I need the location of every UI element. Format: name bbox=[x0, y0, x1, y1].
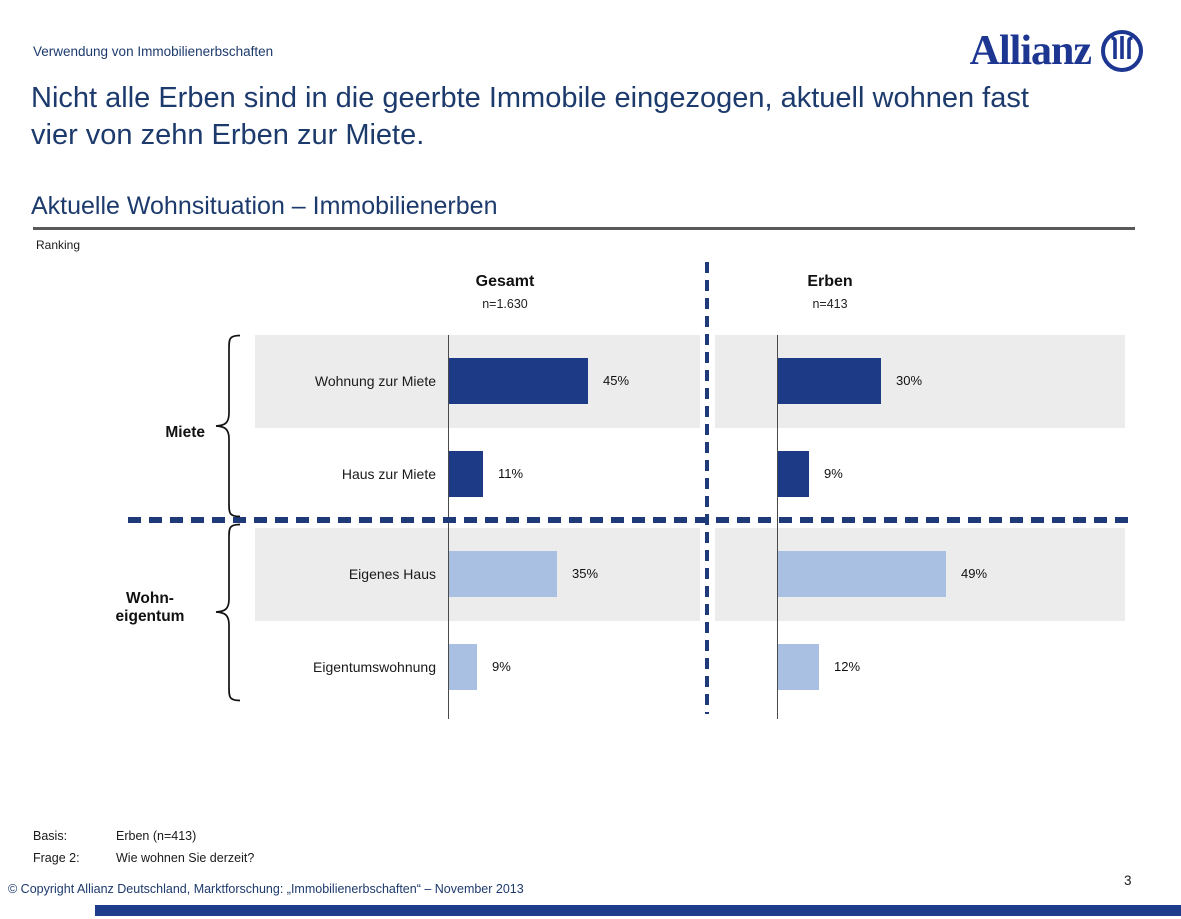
bar-value-label: 30% bbox=[896, 373, 923, 388]
copyright-line: © Copyright Allianz Deutschland, Marktfo… bbox=[8, 882, 524, 896]
allianz-logo: Allianz bbox=[970, 28, 1145, 74]
column-header-gesamt: Gesamt bbox=[475, 273, 535, 290]
bar-value-label: 45% bbox=[603, 373, 630, 388]
column-n-gesamt: n=1.630 bbox=[482, 297, 528, 311]
bar-gesamt-haus-zur-miete bbox=[449, 451, 483, 497]
axis-line-erben bbox=[777, 335, 778, 719]
bracket-wohneigentum-brace bbox=[215, 523, 241, 702]
bar-value-label: 9% bbox=[824, 466, 843, 481]
headline: Nicht alle Erben sind in die geerbte Imm… bbox=[31, 82, 1029, 151]
category-label: Eigentumswohnung bbox=[313, 659, 436, 675]
bar-value-label: 9% bbox=[492, 659, 511, 674]
bar-value-label: 49% bbox=[961, 566, 988, 581]
ranking-label: Ranking bbox=[36, 238, 81, 252]
bar-gesamt-eigentumswohnung bbox=[449, 644, 477, 690]
bar-erben-haus-zur-miete bbox=[778, 451, 809, 497]
section-title: Aktuelle Wohnsituation – Immobilienerben bbox=[31, 192, 498, 220]
bracket-label-wohneigentum-line1: Wohn- bbox=[126, 590, 174, 607]
frage-label: Frage 2: bbox=[33, 851, 80, 865]
eyebrow-text: Verwendung von Immobilienerbschaften bbox=[33, 44, 274, 59]
frage-text: Wie wohnen Sie derzeit? bbox=[116, 851, 255, 865]
basis-text: Erben (n=413) bbox=[116, 829, 197, 843]
vertical-dashed-divider bbox=[705, 262, 709, 714]
allianz-eagle-emblem-icon bbox=[1101, 30, 1143, 72]
allianz-logo-wordmark: Allianz bbox=[969, 28, 1092, 74]
bar-value-label: 12% bbox=[834, 659, 861, 674]
category-label: Haus zur Miete bbox=[341, 466, 436, 482]
basis-label: Basis: bbox=[33, 829, 68, 843]
section-title-rule bbox=[33, 227, 1135, 230]
page-number: 3 bbox=[1124, 873, 1132, 888]
horizontal-dashed-divider bbox=[128, 517, 1135, 523]
bar-erben-wohnung-zur-miete bbox=[778, 358, 881, 404]
bar-value-label: 11% bbox=[498, 466, 524, 481]
bracket-label-wohneigentum: Wohn- eigentum bbox=[95, 590, 205, 626]
column-header-erben: Erben bbox=[807, 273, 853, 290]
category-label: Wohnung zur Miete bbox=[314, 373, 436, 389]
axis-line-gesamt bbox=[448, 335, 449, 719]
bar-gesamt-wohnung-zur-miete bbox=[449, 358, 588, 404]
category-label: Eigenes Haus bbox=[348, 566, 436, 582]
bottom-accent-bar bbox=[95, 905, 1181, 916]
bracket-label-wohneigentum-line2: eigentum bbox=[115, 608, 185, 625]
bar-gesamt-eigenes-haus bbox=[449, 551, 557, 597]
bracket-label-miete: Miete bbox=[165, 424, 205, 441]
bar-erben-eigenes-haus bbox=[778, 551, 946, 597]
bar-erben-eigentumswohnung bbox=[778, 644, 819, 690]
bar-value-label: 35% bbox=[572, 566, 599, 581]
column-n-erben: n=413 bbox=[812, 297, 848, 311]
bracket-miete-brace bbox=[215, 334, 241, 518]
